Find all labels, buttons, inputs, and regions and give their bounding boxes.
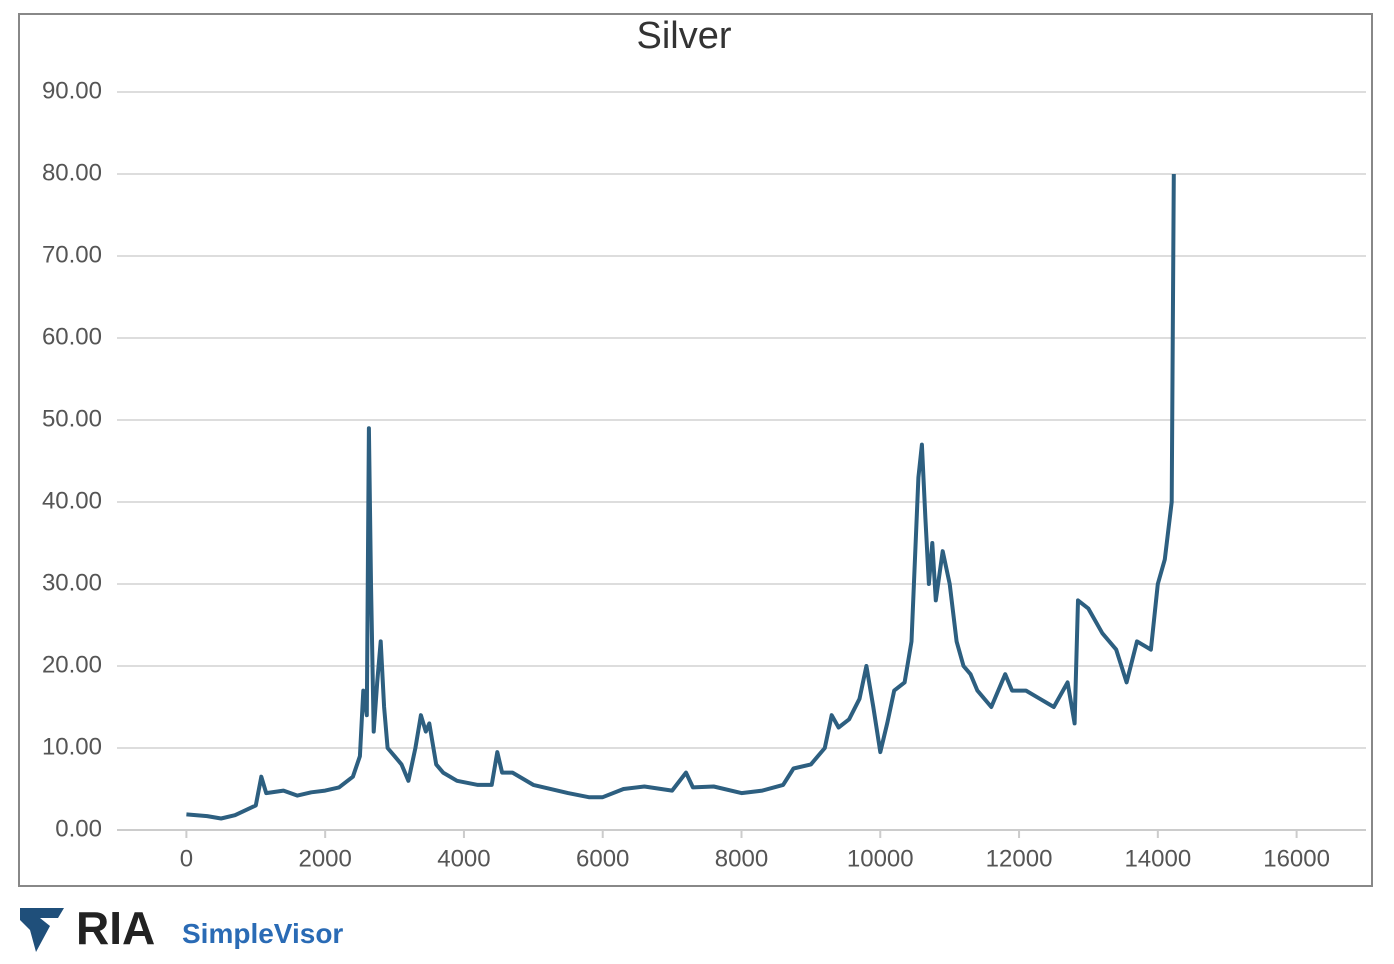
y-tick-label: 60.00 — [42, 323, 102, 350]
x-tick-label: 4000 — [437, 845, 490, 872]
y-tick-label: 80.00 — [42, 159, 102, 186]
x-tick-label: 16000 — [1263, 845, 1330, 872]
y-tick-label: 10.00 — [42, 733, 102, 760]
x-tick-label: 12000 — [986, 845, 1053, 872]
y-tick-label: 90.00 — [42, 77, 102, 104]
chart-frame — [18, 13, 1373, 887]
logo-icon — [20, 908, 64, 952]
logo-product: SimpleVisor — [182, 918, 343, 949]
logo: RIA SimpleVisor — [20, 902, 343, 954]
x-tick-label: 2000 — [298, 845, 351, 872]
x-tick-label: 6000 — [576, 845, 629, 872]
logo-name: RIA — [76, 902, 155, 954]
x-tick-label: 0 — [180, 845, 193, 872]
y-tick-label: 70.00 — [42, 241, 102, 268]
y-tick-label: 20.00 — [42, 651, 102, 678]
x-tick-label: 8000 — [715, 845, 768, 872]
chart-title: Silver — [636, 15, 731, 57]
series-line — [186, 173, 1176, 821]
y-tick-label: 50.00 — [42, 405, 102, 432]
y-tick-label: 30.00 — [42, 569, 102, 596]
x-tick-label: 10000 — [847, 845, 914, 872]
x-tick-label: 14000 — [1124, 845, 1191, 872]
y-tick-label: 0.00 — [55, 815, 102, 842]
y-tick-label: 40.00 — [42, 487, 102, 514]
